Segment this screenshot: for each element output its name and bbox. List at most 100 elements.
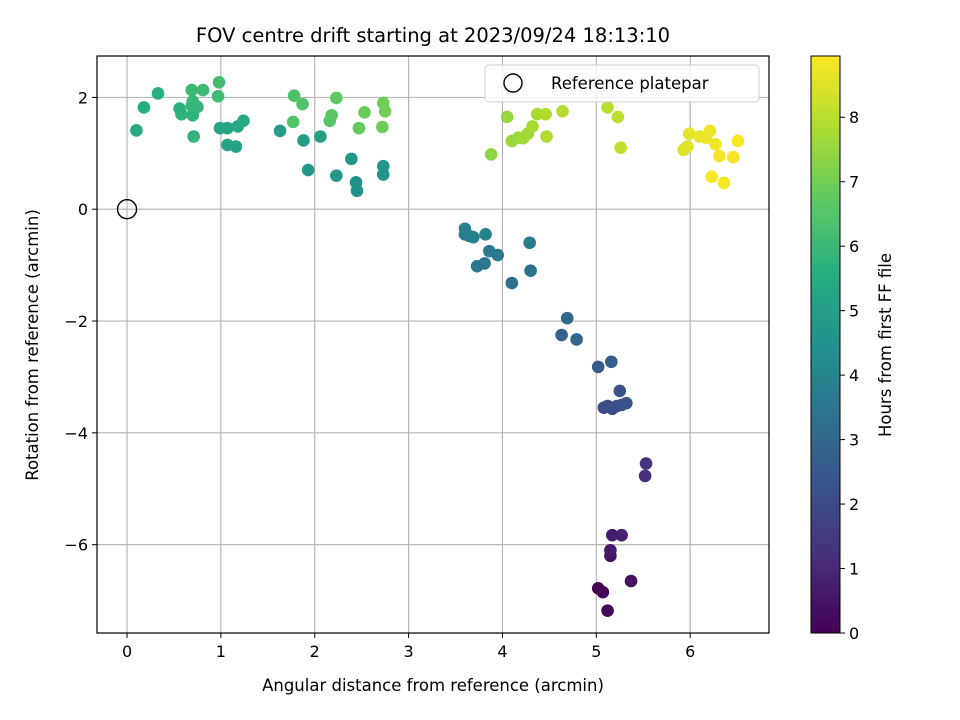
data-point xyxy=(570,333,583,346)
colorbar-label: Hours from first FF file xyxy=(876,253,895,437)
colorbar-tick-label: 4 xyxy=(849,366,859,385)
y-axis-label: Rotation from reference (arcmin) xyxy=(23,209,42,481)
chart-title: FOV centre drift starting at 2023/09/24 … xyxy=(196,24,670,47)
data-point xyxy=(376,120,389,134)
data-point xyxy=(151,87,165,100)
data-point xyxy=(175,107,188,121)
colorbar-ticks: 0 1 2 3 4 5 6 7 8 xyxy=(840,108,859,643)
data-point xyxy=(297,134,310,147)
x-axis-ticks: 0 1 2 3 4 5 6 xyxy=(122,633,695,661)
colorbar-tick-label: 7 xyxy=(849,173,859,192)
data-point xyxy=(638,469,652,483)
data-points xyxy=(116,75,745,617)
colorbar-tick-label: 5 xyxy=(849,302,859,321)
data-point xyxy=(500,110,514,124)
data-point xyxy=(624,574,638,588)
data-point xyxy=(526,120,539,133)
data-point xyxy=(301,163,315,177)
data-point xyxy=(325,108,338,122)
y-tick-label: −4 xyxy=(64,424,88,443)
data-point xyxy=(604,543,617,557)
data-point xyxy=(727,150,740,164)
legend-box xyxy=(484,64,760,103)
data-point xyxy=(458,222,472,236)
data-point xyxy=(639,457,653,470)
data-point xyxy=(330,169,343,182)
colorbar-tick-label: 1 xyxy=(849,560,859,579)
colorbar-tick-label: 0 xyxy=(849,624,859,643)
data-point xyxy=(237,114,250,128)
data-point xyxy=(709,138,722,151)
data-point xyxy=(540,130,553,143)
data-point xyxy=(345,152,358,166)
data-point xyxy=(681,140,694,153)
data-point xyxy=(539,107,552,121)
data-point xyxy=(615,528,628,542)
legend-marker-reference xyxy=(503,73,523,93)
data-point xyxy=(601,101,614,114)
x-tick-label: 3 xyxy=(404,642,414,661)
data-point xyxy=(605,355,618,369)
data-point xyxy=(591,360,605,374)
data-point xyxy=(491,248,505,262)
y-tick-label: −6 xyxy=(64,536,88,555)
data-point xyxy=(703,124,717,138)
x-tick-label: 2 xyxy=(310,642,320,661)
data-point xyxy=(212,75,226,89)
data-point xyxy=(605,528,619,542)
y-tick-label: 0 xyxy=(78,200,88,219)
data-point xyxy=(467,230,480,244)
data-point xyxy=(717,176,731,190)
data-point xyxy=(613,384,627,398)
data-point xyxy=(211,89,225,103)
data-point xyxy=(286,115,300,129)
y-tick-label: 2 xyxy=(78,88,88,107)
data-point xyxy=(358,106,371,119)
colorbar xyxy=(810,55,841,634)
data-point xyxy=(731,134,745,148)
data-point xyxy=(378,105,392,118)
data-point xyxy=(705,170,719,184)
data-point xyxy=(560,311,574,325)
data-point xyxy=(314,130,327,143)
colorbar-tick-label: 8 xyxy=(849,108,859,127)
data-point xyxy=(614,141,628,154)
y-tick-label: −2 xyxy=(64,312,88,331)
data-point xyxy=(376,159,390,173)
data-point xyxy=(601,604,614,617)
data-point xyxy=(505,276,519,290)
data-point xyxy=(130,124,143,137)
data-point xyxy=(137,101,151,114)
data-point xyxy=(478,257,491,270)
reference-platepar-marker xyxy=(116,198,138,220)
data-point xyxy=(221,121,234,135)
data-point xyxy=(273,124,287,138)
colorbar-tick-label: 2 xyxy=(849,495,859,514)
colorbar-tick-label: 6 xyxy=(849,237,859,256)
grid xyxy=(97,56,769,633)
colorbar-tick-label: 3 xyxy=(849,431,859,450)
data-point xyxy=(352,121,366,135)
data-point xyxy=(229,140,243,153)
data-point xyxy=(185,83,199,97)
data-point xyxy=(596,585,610,599)
x-tick-label: 6 xyxy=(685,642,695,661)
plot-frame xyxy=(96,55,770,634)
data-point xyxy=(287,89,301,102)
data-point xyxy=(524,264,537,277)
data-point xyxy=(196,83,210,97)
y-axis-ticks: −6 −4 −2 0 2 xyxy=(64,88,97,555)
data-point xyxy=(556,105,569,118)
data-point xyxy=(555,328,568,342)
data-point xyxy=(479,228,492,241)
data-point xyxy=(712,149,726,163)
data-point xyxy=(484,148,498,161)
x-tick-label: 0 xyxy=(122,642,132,661)
data-point xyxy=(620,396,633,410)
data-point xyxy=(349,176,363,189)
x-tick-label: 5 xyxy=(591,642,601,661)
data-point xyxy=(296,97,309,111)
x-axis-label: Angular distance from reference (arcmin) xyxy=(262,676,604,695)
legend-entry-reference: Reference platepar xyxy=(551,74,709,93)
